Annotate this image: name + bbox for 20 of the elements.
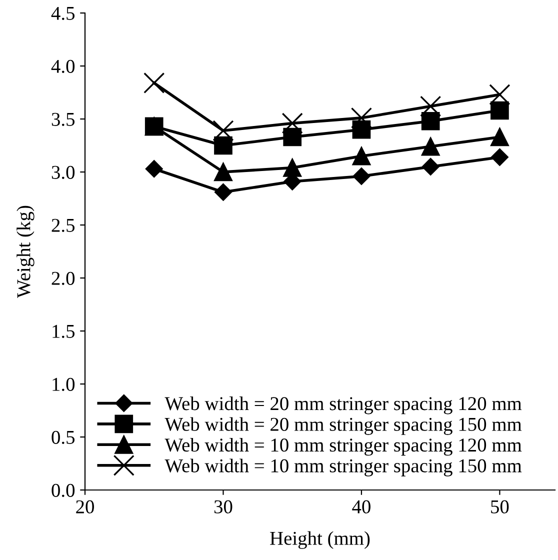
y-tick-label: 1.5 — [52, 324, 75, 338]
y-tick-label: 1.0 — [52, 378, 75, 392]
legend-label: Web width = 20 mm stringer spacing 150 mm — [164, 417, 522, 435]
x-tick-label: 30 — [214, 500, 232, 514]
y-axis-title: Weight (kg) — [16, 206, 34, 298]
legend-label: Web width = 10 mm stringer spacing 120 mm — [164, 438, 522, 456]
x-tick-label: 40 — [352, 500, 370, 514]
legend-label: Web width = 20 mm stringer spacing 120 mm — [164, 396, 522, 414]
y-tick-label: 2.0 — [52, 272, 75, 286]
y-tick-label: 0.0 — [52, 484, 75, 498]
legend-label: Web width = 10 mm stringer spacing 150 mm — [164, 458, 522, 476]
y-tick-label: 0.5 — [52, 430, 75, 444]
y-tick-label: 4.5 — [51, 6, 75, 20]
y-tick-label: 2.5 — [52, 218, 75, 232]
x-tick-label: 50 — [491, 500, 509, 514]
y-tick-label: 3.5 — [52, 112, 75, 126]
x-axis-title: Height (mm) — [270, 531, 370, 549]
y-tick-label: 3.0 — [52, 166, 75, 180]
y-tick-label: 4.0 — [51, 60, 75, 74]
x-tick-label: 20 — [76, 500, 94, 514]
